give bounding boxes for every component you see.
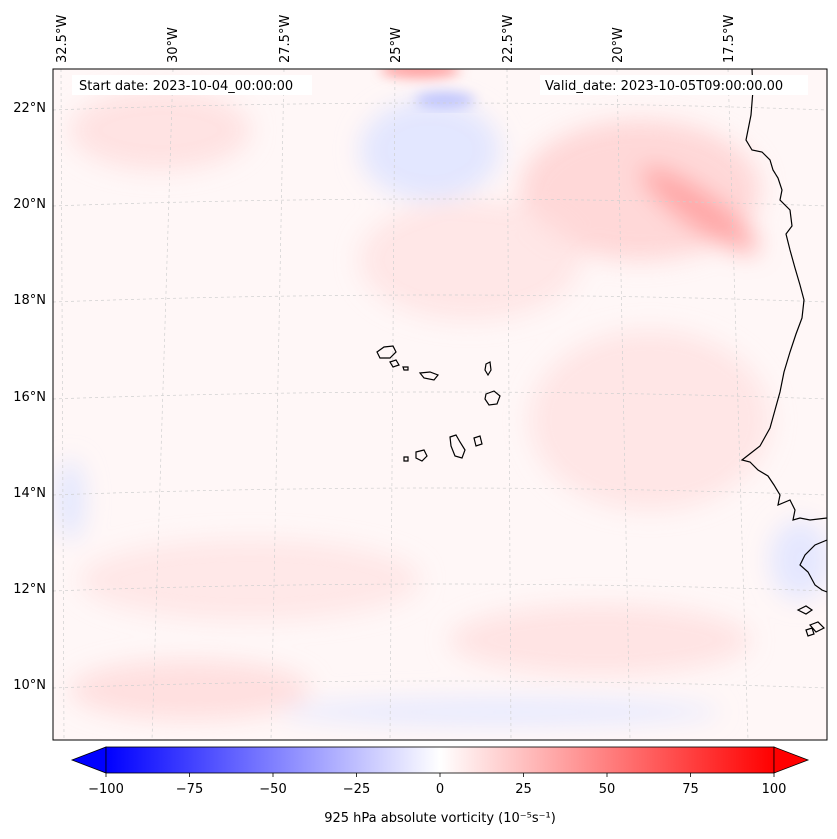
vorticity-positive-patch-center xyxy=(360,200,580,320)
vorticity-negative-patch-west xyxy=(56,460,84,540)
lat-label-12n: 12°N xyxy=(13,582,46,597)
gridline-lon-22-5w xyxy=(506,69,512,740)
gridline-lon-17-5w xyxy=(727,69,749,740)
vorticity-min-top-edge xyxy=(415,92,475,108)
vorticity-negative-patch-coast xyxy=(770,520,827,600)
gridline-lat-12n xyxy=(53,583,827,592)
lat-label-14n: 14°N xyxy=(13,486,46,501)
colorbar-extend-high xyxy=(773,746,810,774)
lat-label-16n: 16°N xyxy=(13,390,46,405)
vorticity-negative-patch-north xyxy=(360,100,500,200)
gridline-lat-18n xyxy=(53,294,827,303)
vorticity-positive-patch-south xyxy=(80,540,420,620)
lat-label-22n: 22°N xyxy=(13,101,46,116)
gridline-lon-25w xyxy=(389,69,396,740)
colorbar-tick-label: 100 xyxy=(762,782,787,797)
gridline-lon-27-5w xyxy=(270,69,285,740)
gridline-lat-22n xyxy=(53,102,827,111)
colorbar-tick-label: −50 xyxy=(259,782,286,797)
fogo-island xyxy=(415,449,428,462)
vorticity-max-top-edge xyxy=(380,69,460,78)
lat-label-20n: 20°N xyxy=(13,197,46,212)
colorbar-tick-labels: −100 −75 −50 −25 0 25 50 75 100 xyxy=(88,782,786,797)
colorbar-tick-label: 75 xyxy=(682,782,699,797)
colorbar: −100 −75 −50 −25 0 25 50 75 100 925 hPa … xyxy=(70,746,810,826)
gridline-lat-16n xyxy=(53,391,827,400)
valid-date-label: Valid_date: 2023-10-05T09:00:00.00 xyxy=(545,79,783,94)
gridline-lat-20n xyxy=(53,198,827,207)
gridline-lon-20w xyxy=(616,69,631,740)
colorbar-tick-label: −25 xyxy=(343,782,370,797)
vorticity-positive-patch-west xyxy=(70,90,250,170)
vorticity-field xyxy=(56,69,827,726)
longitude-labels: 32.5°W 30°W 27.5°W 25°W 22.5°W 20°W 17.5… xyxy=(55,15,737,63)
valid-date-box xyxy=(540,75,808,95)
lat-label-18n: 18°N xyxy=(13,293,46,308)
graticule xyxy=(53,69,827,740)
sao-vicente-island xyxy=(389,359,400,368)
vorticity-negative-patch-south xyxy=(280,698,720,726)
boa-vista-island xyxy=(484,390,501,406)
africa-coastline xyxy=(740,69,827,521)
start-date-label: Start date: 2023-10-04_00:00:00 xyxy=(79,79,293,94)
gridline-lat-14n xyxy=(53,487,827,496)
colorbar-ticks xyxy=(105,773,775,777)
vorticity-positive-patch-sw xyxy=(70,660,310,720)
colorbar-extend-low xyxy=(70,746,107,774)
lon-label-25w: 25°W xyxy=(389,27,404,63)
brava-island xyxy=(403,456,409,462)
lon-label-22-5w: 22.5°W xyxy=(501,15,516,63)
santiago-island xyxy=(449,434,466,459)
guinea-bissau-coast xyxy=(799,539,827,593)
lon-label-17-5w: 17.5°W xyxy=(722,15,737,63)
maio-island xyxy=(473,435,483,447)
sao-nicolau-island xyxy=(418,371,439,381)
gridline-lon-32-5w xyxy=(60,69,65,740)
vorticity-positive-patch-east xyxy=(530,330,770,510)
colorbar-gradient xyxy=(105,746,775,774)
latitude-labels: 22°N 20°N 18°N 16°N 14°N 12°N 10°N xyxy=(13,101,46,693)
santo-antao-island xyxy=(376,345,397,359)
lon-label-32-5w: 32.5°W xyxy=(55,15,70,63)
colorbar-tick-label: −100 xyxy=(88,782,124,797)
santa-luzia-island xyxy=(402,366,409,371)
lon-label-20w: 20°W xyxy=(611,27,626,63)
vorticity-positive-patch-se xyxy=(450,605,750,675)
start-date-box xyxy=(72,75,312,95)
lon-label-30w: 30°W xyxy=(166,27,181,63)
bijagos-islands xyxy=(796,605,826,637)
colorbar-tick-label: 25 xyxy=(515,782,532,797)
gridline-lat-10n xyxy=(53,680,827,689)
colorbar-tick-label: 0 xyxy=(436,782,444,797)
gridline-lon-30w xyxy=(151,69,174,740)
lat-label-10n: 10°N xyxy=(13,678,46,693)
vorticity-positive-band-ne xyxy=(641,167,759,253)
map-frame xyxy=(52,68,828,741)
coastlines xyxy=(376,69,827,637)
map-panel: Start date: 2023-10-04_00:00:00 Valid_da… xyxy=(52,68,828,741)
colorbar-title: 925 hPa absolute vorticity (10⁻⁵s⁻¹) xyxy=(324,811,556,826)
colorbar-tick-label: 50 xyxy=(599,782,616,797)
sal-island xyxy=(484,361,492,377)
colorbar-tick-label: −75 xyxy=(176,782,203,797)
lon-label-27-5w: 27.5°W xyxy=(278,15,293,63)
